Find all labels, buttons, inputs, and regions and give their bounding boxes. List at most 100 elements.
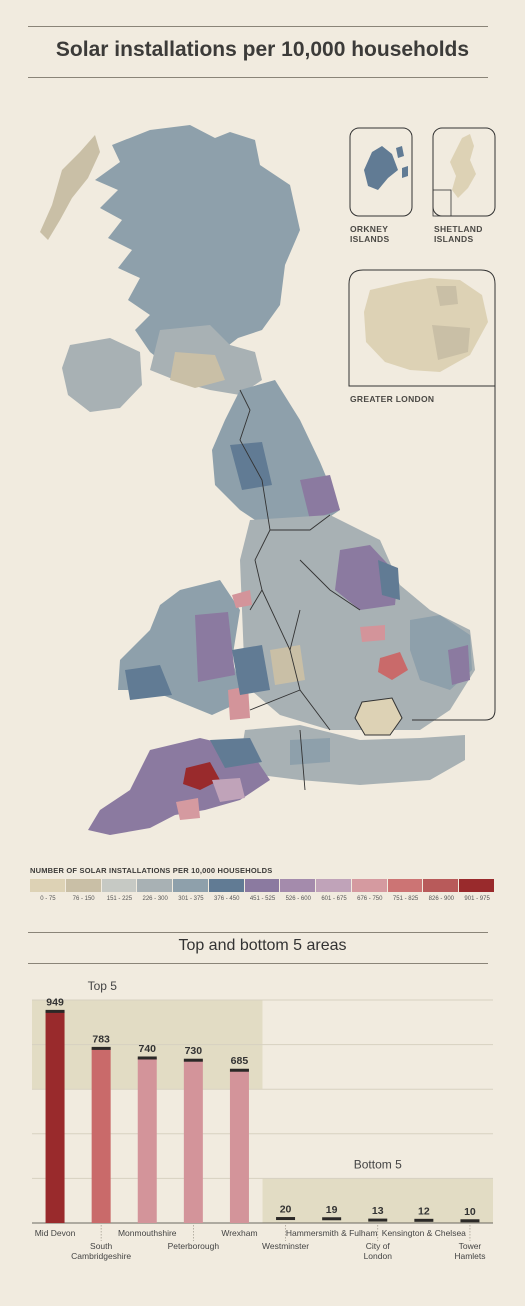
- map-region-south: [240, 725, 465, 785]
- group-panel: [262, 1178, 493, 1223]
- map-region-northern-ireland: [62, 338, 142, 412]
- bar-cap: [229, 1068, 249, 1072]
- map-region-east-devon: [212, 778, 245, 802]
- map-region-suffolk-purple: [448, 645, 470, 685]
- orkney-inset-frame: [349, 127, 413, 217]
- london-inset-map: [364, 278, 488, 372]
- bar-cap: [91, 1046, 111, 1050]
- data-label: 19: [326, 1204, 338, 1216]
- category-label: Hammersmith & Fulham: [286, 1228, 378, 1238]
- top-rule: [28, 26, 488, 27]
- bar-cap: [45, 1009, 65, 1013]
- map-region-mid-devon: [183, 762, 220, 790]
- bar-cap: [183, 1058, 203, 1062]
- orkney-map-islands: [396, 146, 408, 178]
- orkney-map: [364, 146, 398, 190]
- map-region-cumbria: [230, 442, 272, 490]
- map-region-wales-carmarthen: [125, 665, 172, 700]
- legend-item: 901 - 975: [459, 879, 495, 909]
- map-region-yorkshire-purple: [300, 475, 340, 520]
- legend-item: 0 - 75: [30, 879, 66, 909]
- data-label: 730: [185, 1045, 203, 1057]
- category-label: Wrexham: [221, 1228, 257, 1238]
- map-region-somerset: [210, 738, 262, 768]
- map-region-london: [354, 697, 403, 736]
- data-label: 13: [372, 1205, 384, 1217]
- legend-swatch: [173, 879, 208, 892]
- legend-item: 526 - 600: [280, 879, 316, 909]
- legend-item: 376 - 450: [208, 879, 245, 909]
- category-label: City of London: [364, 1241, 393, 1261]
- legend-swatch: [459, 879, 494, 892]
- choropleth-map: [40, 125, 496, 835]
- legend-label: 901 - 975: [464, 896, 490, 902]
- fair-isle-box: [432, 189, 452, 217]
- bar: [229, 1070, 249, 1223]
- legend-swatch: [101, 879, 137, 892]
- map-region-scotland: [95, 125, 300, 368]
- legend-item: 451 - 525: [244, 879, 281, 909]
- legend-label: 76 - 150: [72, 896, 95, 902]
- bar-chart: Top 5 Bottom 5 949 Mid Devon 783 South Cambrid…: [32, 979, 493, 1261]
- legend-label: 376 - 450: [214, 896, 240, 902]
- legend-swatch: [280, 879, 316, 892]
- bar: [91, 1048, 111, 1223]
- bar: [45, 1011, 65, 1223]
- data-label: 783: [92, 1033, 110, 1045]
- orkney-label: ORKNEY ISLANDS: [350, 224, 390, 244]
- legend-label: 451 - 525: [249, 896, 276, 902]
- map-region-boundaries: [239, 389, 361, 791]
- map-region-wales-powys: [195, 612, 235, 682]
- map-region-wrexham: [232, 590, 252, 608]
- map-region-western-isles: [40, 135, 100, 240]
- map-region-south-blue: [290, 738, 330, 765]
- legend-item: 151 - 225: [101, 879, 138, 909]
- category-label: South Cambridgeshire: [71, 1241, 131, 1261]
- category-label: Monmouthshire: [118, 1228, 177, 1238]
- legend-item: 676 - 750: [351, 879, 388, 909]
- legend-swatch: [137, 879, 173, 892]
- legend-swatch: [208, 879, 244, 892]
- data-label: 20: [280, 1204, 292, 1216]
- map-region-birmingham: [270, 645, 305, 685]
- group-label: Bottom 5: [354, 1158, 402, 1172]
- bar: [183, 1060, 203, 1223]
- legend-label: 151 - 225: [106, 896, 133, 902]
- london-inset-frame: [348, 269, 496, 721]
- legend-label: 526 - 600: [285, 896, 311, 902]
- legend-item: 826 - 900: [423, 879, 459, 909]
- legend: 0 - 75 76 - 150 151 - 225 226 - 300 301 - 37…: [30, 879, 495, 909]
- legend-item: 601 - 675: [316, 879, 352, 909]
- legend-label: 601 - 675: [321, 896, 347, 902]
- data-label: 10: [464, 1206, 476, 1218]
- bar-cap: [276, 1217, 296, 1221]
- bar-cap: [322, 1217, 342, 1221]
- legend-swatch: [30, 879, 65, 892]
- bar-cap: [414, 1218, 434, 1222]
- london-label: GREATER LONDON: [350, 394, 435, 404]
- data-label: 740: [138, 1043, 156, 1055]
- legend-swatch: [351, 879, 387, 892]
- data-label: 685: [231, 1055, 249, 1067]
- legend-label: 826 - 900: [428, 896, 455, 902]
- legend-swatch: [423, 879, 459, 892]
- legend-label: 676 - 750: [357, 896, 383, 902]
- legend-swatch: [65, 879, 101, 892]
- shetland-label: SHETLAND ISLANDS: [434, 224, 483, 244]
- london-inset-darker: [432, 286, 470, 360]
- shetland-inset-frame: [432, 127, 496, 217]
- bar-cap: [137, 1056, 157, 1060]
- map-region-scotland-borders: [170, 352, 225, 388]
- map-region-wales-monmouth: [228, 686, 250, 720]
- map-region-norfolk-blue: [378, 560, 400, 600]
- legend-title: NUMBER OF SOLAR INSTALLATIONS PER 10,000…: [30, 866, 273, 875]
- title-rule: [28, 77, 488, 78]
- bar-cap: [460, 1219, 480, 1223]
- category-label: Tower Hamlets: [454, 1241, 485, 1261]
- legend-swatch: [244, 879, 280, 892]
- bar-section-title: Top and bottom 5 areas: [178, 937, 347, 954]
- map-region-hereford: [232, 645, 270, 695]
- bar: [137, 1057, 157, 1223]
- legend-item: 301 - 375: [173, 879, 209, 909]
- legend-swatch: [387, 879, 423, 892]
